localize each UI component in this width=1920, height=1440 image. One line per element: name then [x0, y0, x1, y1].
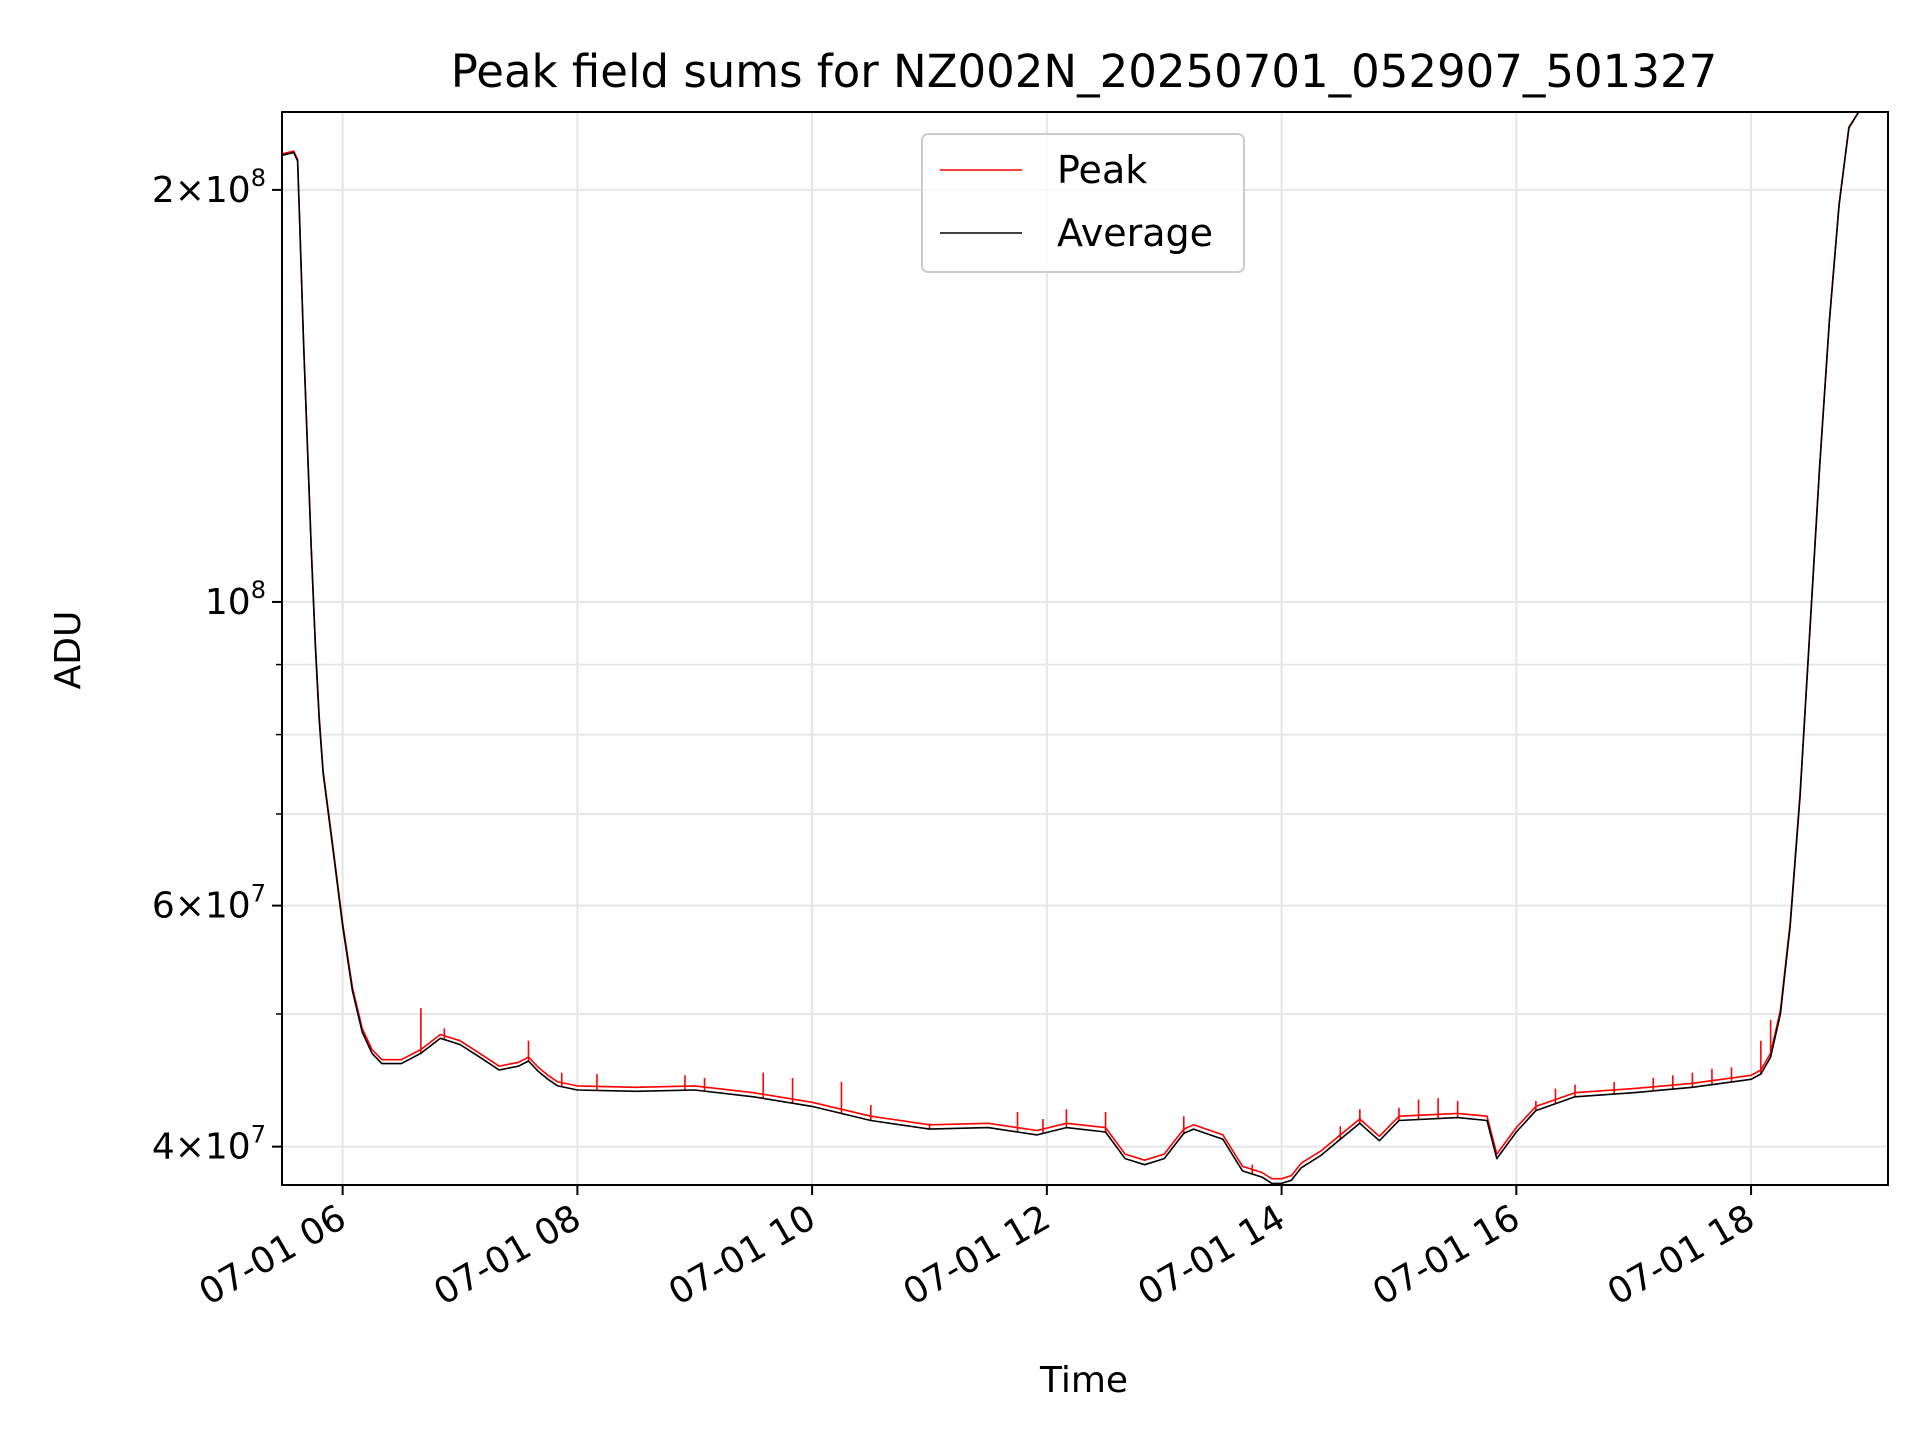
y-tick-label: 2×108	[152, 164, 266, 211]
chart-title: Peak field sums for NZ002N_20250701_0529…	[451, 45, 1717, 98]
series-line-average	[282, 112, 1888, 1185]
plot-frame	[281, 111, 1889, 1186]
y-tick-label: 4×107	[152, 1121, 266, 1168]
y-axis-label: ADU	[48, 611, 89, 690]
series-line-peak	[282, 112, 1888, 1180]
series-clip-group	[282, 112, 1888, 1185]
legend-label-average: Average	[1057, 211, 1213, 255]
legend: Peak Average	[921, 133, 1245, 273]
series-layer	[282, 112, 1888, 1185]
y-tick-label: 108	[205, 576, 266, 623]
y-tick-label: 6×107	[152, 880, 266, 927]
legend-label-peak: Peak	[1057, 148, 1147, 192]
legend-box	[921, 133, 1245, 273]
x-axis-label: Time	[1039, 1360, 1128, 1401]
